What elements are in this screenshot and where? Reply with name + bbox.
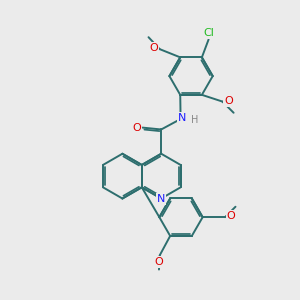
Text: N: N bbox=[157, 194, 165, 203]
Text: N: N bbox=[178, 113, 186, 123]
Text: O: O bbox=[133, 123, 141, 133]
Text: O: O bbox=[154, 257, 163, 267]
Text: H: H bbox=[191, 115, 199, 125]
Text: O: O bbox=[224, 96, 233, 106]
Text: O: O bbox=[149, 43, 158, 52]
Text: O: O bbox=[226, 212, 236, 221]
Text: Cl: Cl bbox=[203, 28, 214, 38]
